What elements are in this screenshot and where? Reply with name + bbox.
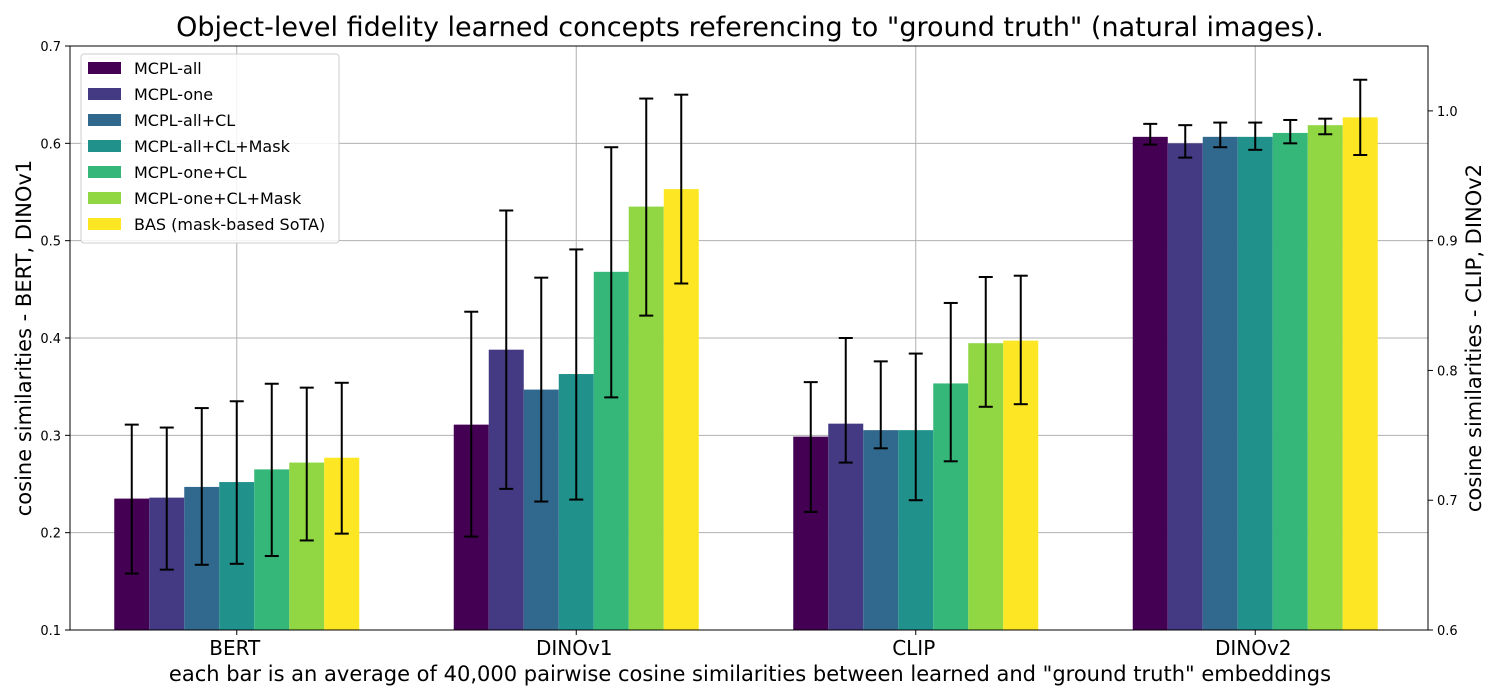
x-tick-label: DINOv2 — [1215, 636, 1292, 660]
chart-title: Object-level fidelity learned concepts r… — [176, 12, 1324, 43]
y-left-tick-label: 0.5 — [40, 235, 61, 250]
legend-swatch — [88, 62, 121, 74]
legend-label: MCPL-all+CL — [134, 111, 235, 130]
x-axis-label: each bar is an average of 40,000 pairwis… — [169, 662, 1331, 686]
legend-swatch — [88, 218, 121, 230]
y-left-tick-label: 0.6 — [40, 137, 61, 152]
y-left-tick-label: 0.2 — [40, 527, 61, 542]
legend-swatch — [88, 88, 121, 100]
x-tick-label: DINOv1 — [536, 636, 613, 660]
x-tick-label: BERT — [209, 636, 261, 660]
bar — [1237, 136, 1273, 630]
legend-frame — [80, 53, 340, 244]
y-left-tick-label: 0.4 — [40, 332, 61, 347]
legend: MCPL-all MCPL-one MCPL-all+CL MCPL-all+CL+M… — [80, 53, 340, 244]
y-left-tick-label: 0.7 — [40, 40, 61, 55]
legend-label: MCPL-all — [134, 59, 202, 78]
bar — [1342, 117, 1378, 630]
bar — [1132, 136, 1168, 630]
legend-swatch — [88, 114, 121, 126]
y-right-tick-label: 0.9 — [1437, 235, 1458, 250]
x-tick-label: CLIP — [892, 636, 935, 660]
legend-swatch — [88, 166, 121, 178]
y-right-tick-label: 1.0 — [1437, 105, 1458, 120]
legend-swatch — [88, 192, 121, 204]
axes: 0.1 0.2 0.3 0.4 0.5 0.6 0.7 0.6 0.7 0.8 0.9 1.0 BERT… — [40, 40, 1457, 660]
legend-swatch — [88, 140, 121, 152]
error-bars — [124, 78, 1368, 575]
legend-label: MCPL-one+CL — [134, 163, 247, 182]
bar — [1307, 125, 1343, 631]
legend-label: MCPL-all+CL+Mask — [134, 137, 291, 156]
bar — [863, 430, 899, 630]
y-right-tick-label: 0.7 — [1437, 494, 1458, 509]
legend-label: MCPL-one+CL+Mask — [134, 189, 302, 208]
y-axis-left-label: cosine similarities - BERT, DINOv1 — [12, 160, 36, 516]
y-left-tick-label: 0.3 — [40, 429, 61, 444]
y-right-tick-label: 0.6 — [1437, 624, 1458, 639]
bar — [1202, 136, 1238, 630]
bar — [1167, 143, 1203, 631]
y-axis-right-label: cosine similarities - CLIP, DINOv2 — [1462, 164, 1486, 512]
legend-label: MCPL-one — [134, 85, 213, 104]
y-right-tick-label: 0.8 — [1437, 364, 1458, 379]
bar — [1272, 132, 1308, 630]
y-left-tick-label: 0.1 — [40, 624, 61, 639]
legend-label: BAS (mask-based SoTA) — [134, 215, 325, 234]
